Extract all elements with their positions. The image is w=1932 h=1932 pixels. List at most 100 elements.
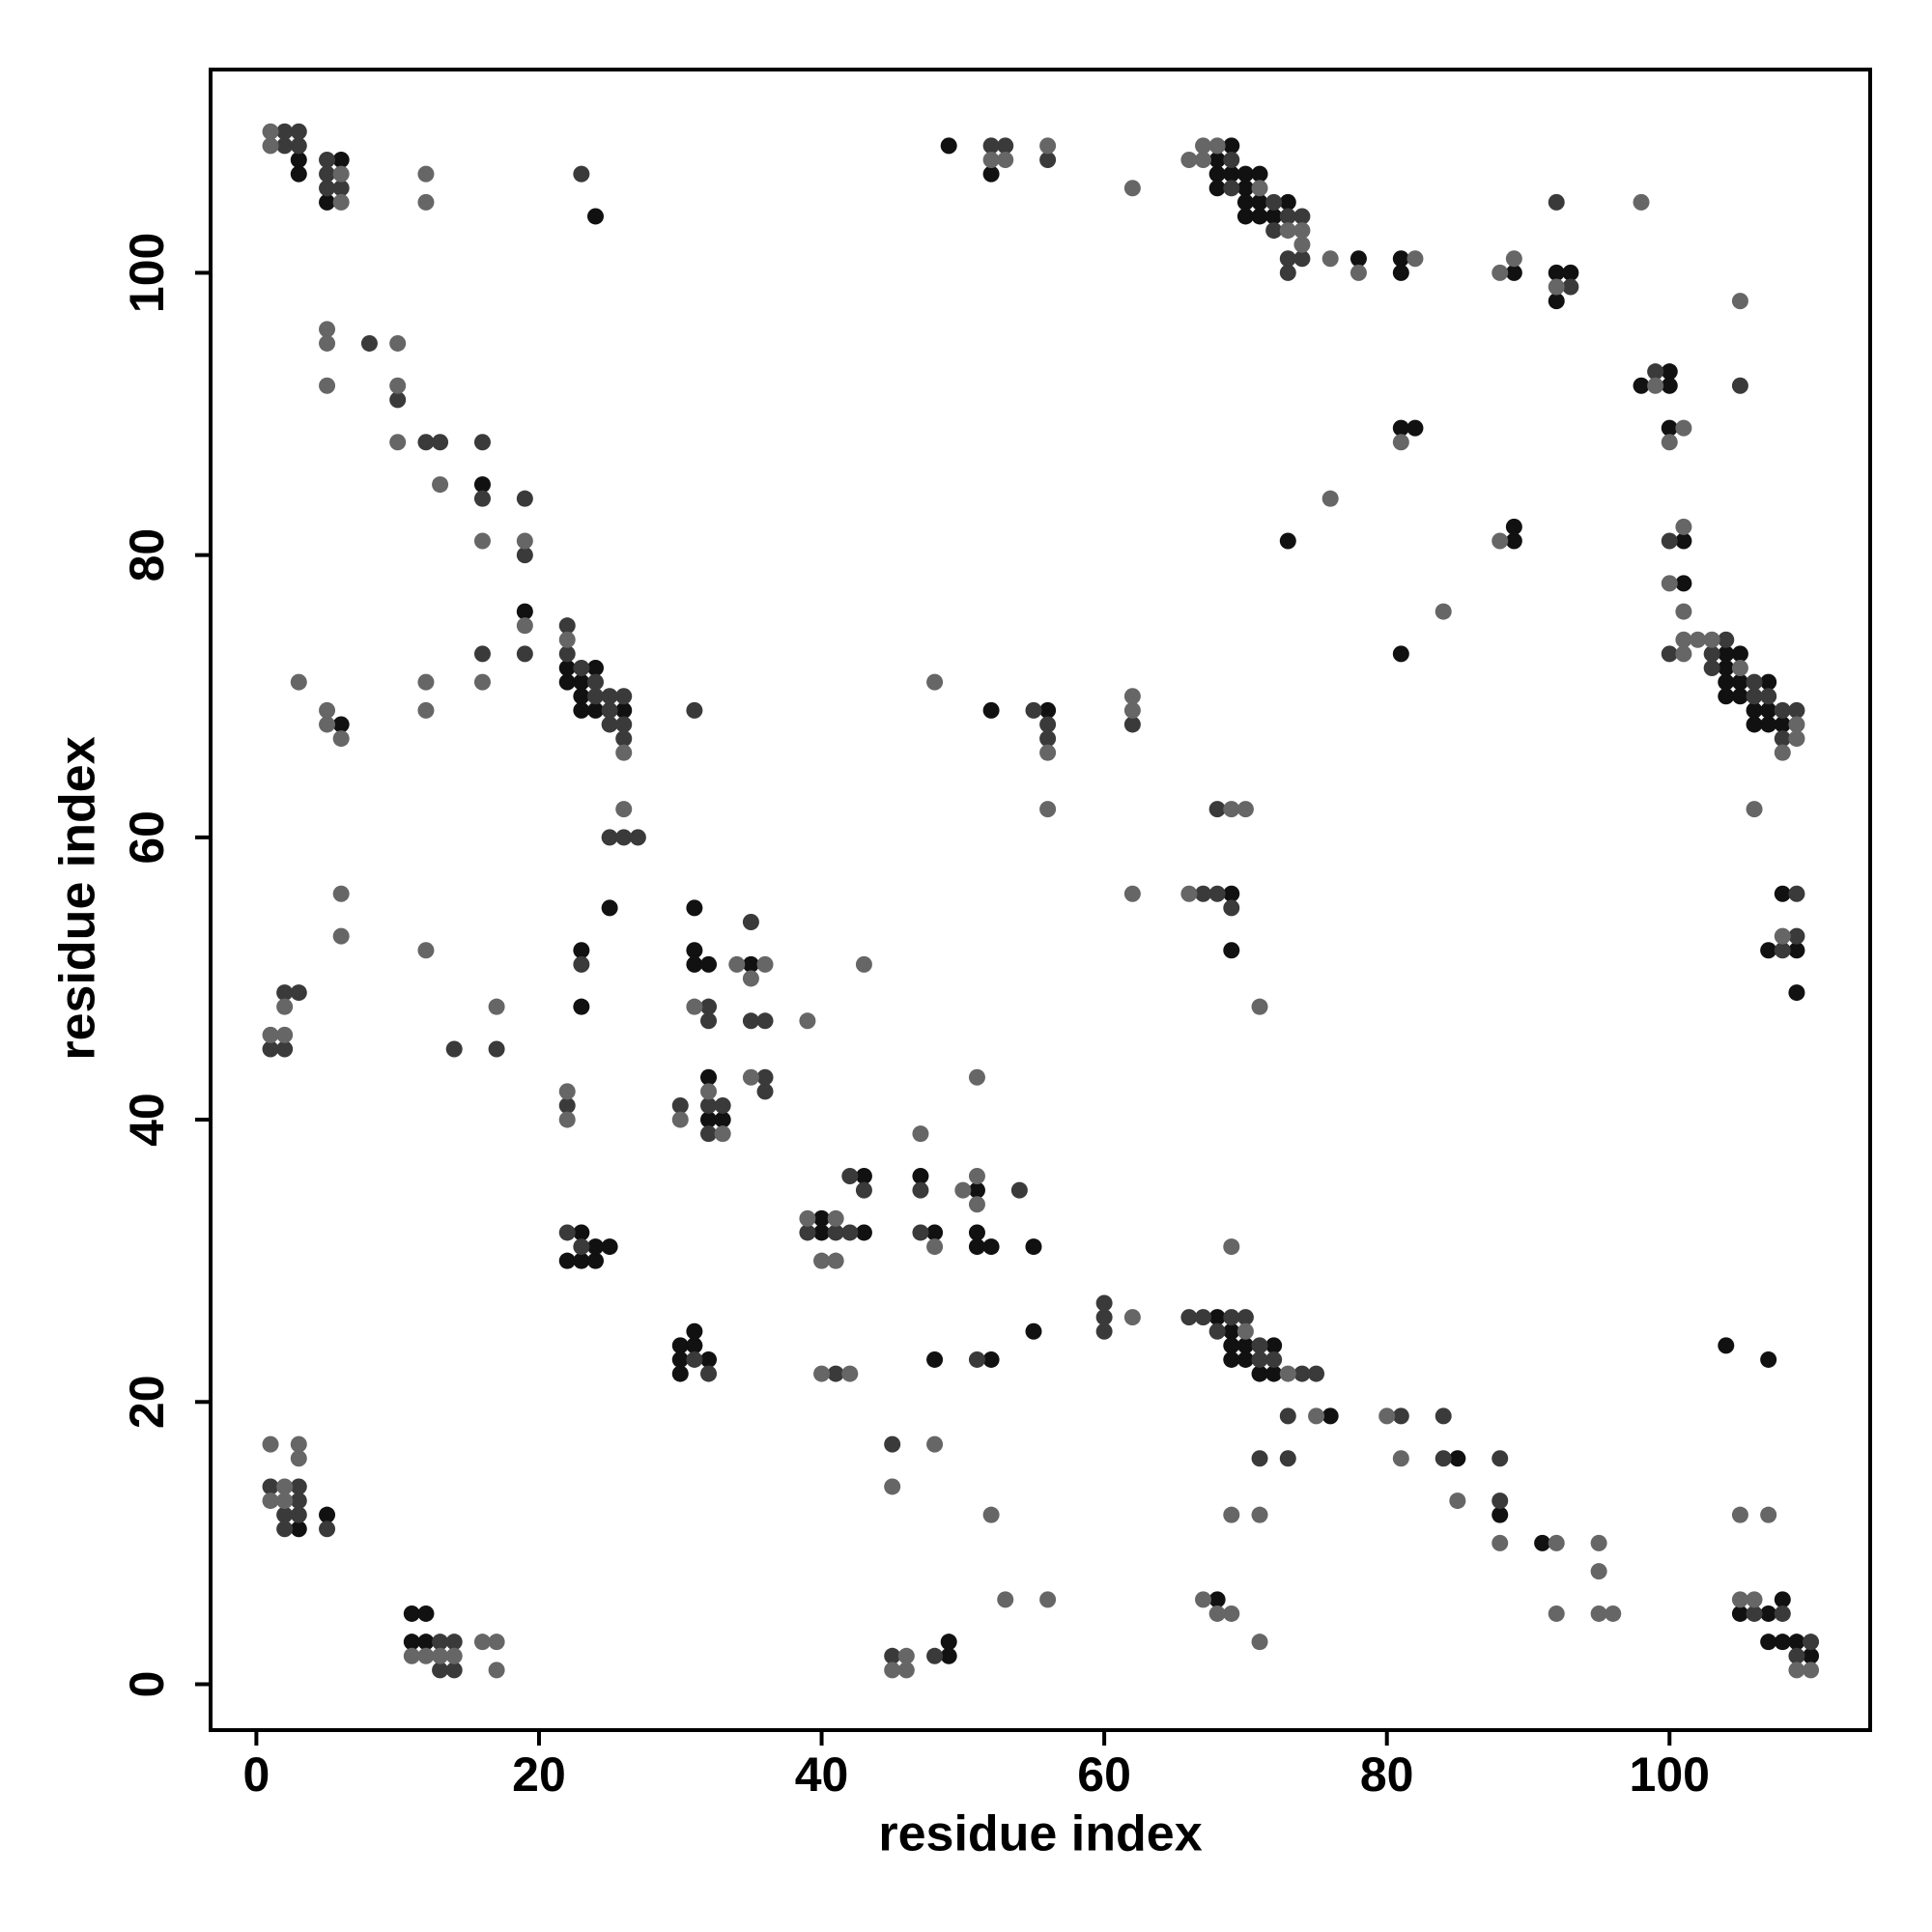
point [1760,1506,1777,1523]
point [319,1520,336,1538]
point [1180,885,1198,902]
point [1378,1407,1396,1425]
point [417,193,435,211]
point [1505,250,1522,268]
point [586,1252,604,1269]
point [982,165,1000,183]
point [884,1647,901,1664]
point [714,1125,731,1143]
point [389,391,407,409]
point [1647,377,1664,394]
point [1661,434,1678,451]
point [1223,801,1240,818]
point [671,1337,689,1354]
point [700,1365,718,1382]
point [389,377,407,394]
point [389,334,407,352]
point [262,1492,279,1510]
point [700,1068,718,1086]
point [756,1068,774,1086]
point [1760,688,1777,705]
point [671,1365,689,1382]
point [629,829,646,846]
point [1223,942,1240,959]
point [1223,1238,1240,1256]
point [1718,688,1735,705]
point [1039,1591,1057,1608]
point [1251,998,1268,1015]
point [573,942,590,959]
point [332,885,350,902]
point [1265,208,1283,225]
point [700,1012,718,1030]
point [1251,1337,1268,1354]
point [1534,1534,1551,1551]
point [1208,1591,1226,1608]
point [1279,1407,1296,1425]
point [855,1224,872,1241]
point [968,1196,985,1213]
point [841,1168,859,1185]
point [1223,1605,1240,1622]
point [1308,1365,1325,1382]
point [1675,532,1692,550]
point [1236,1350,1254,1368]
point [982,1238,1000,1256]
point [276,1040,294,1058]
point [1223,1506,1240,1523]
point [1803,1647,1820,1664]
point [1661,532,1678,550]
point [290,123,307,140]
point [1760,1605,1777,1622]
point [516,532,533,550]
point [1251,208,1268,225]
point [1661,377,1678,394]
point [488,998,505,1015]
point [1449,1450,1466,1467]
point [1774,744,1791,761]
point [586,660,604,677]
point [1788,942,1805,959]
point [1279,208,1296,225]
point [1251,180,1268,197]
point [262,1040,279,1058]
point [1293,250,1311,268]
point [276,1520,294,1538]
point [742,1068,759,1086]
point [558,1096,576,1114]
point [982,701,1000,719]
point [1562,278,1579,296]
point [432,1634,449,1651]
point [1548,193,1565,211]
point [558,673,576,691]
point [1308,1407,1325,1425]
point [1731,645,1748,663]
point [926,1350,944,1368]
point [671,1111,689,1128]
point [1590,1605,1607,1622]
point [940,137,957,155]
point [1760,673,1777,691]
point [912,1125,929,1143]
point [1746,701,1763,719]
point [1505,518,1522,535]
point [276,1478,294,1495]
point [855,955,872,973]
point [1788,730,1805,748]
point [319,321,336,338]
y-tick-label: 60 [120,810,174,865]
point [319,716,336,733]
point [1548,278,1565,296]
point [473,532,491,550]
point [1025,701,1042,719]
point [601,1238,618,1256]
point [982,152,1000,169]
point [686,1350,703,1368]
point [488,1662,505,1679]
point [1774,885,1791,902]
point [389,434,407,451]
point [290,165,307,183]
point [926,1224,944,1241]
point [968,1350,985,1368]
point [1492,1506,1509,1523]
